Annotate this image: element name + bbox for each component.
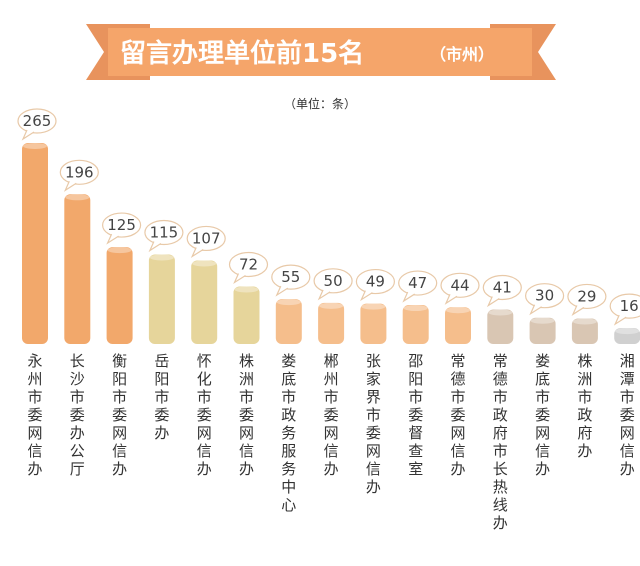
bar-cap-0 — [23, 143, 47, 149]
value-bubble-1 — [59, 159, 99, 185]
value-bubble-14 — [609, 293, 640, 319]
bar-cap-12 — [530, 317, 555, 324]
category-label-6: 娄底市政务服务中心 — [281, 352, 296, 514]
bar-11 — [487, 309, 514, 344]
value-bubble-10 — [440, 272, 480, 298]
category-label-12: 娄底市委网信办 — [535, 352, 550, 478]
value-bubble-9 — [398, 270, 438, 296]
value-bubble-5 — [228, 251, 269, 278]
value-bubble-6 — [271, 264, 311, 290]
category-label-1: 长沙市委办公厅 — [70, 352, 85, 478]
value-label-13: 29 — [577, 287, 596, 305]
value-bubble-3 — [144, 219, 184, 246]
value-label-11: 41 — [493, 279, 512, 297]
value-bubble-tail-10 — [444, 294, 458, 305]
value-bubble-8 — [355, 268, 395, 295]
value-bubble-12 — [524, 283, 565, 309]
bar-cap-5 — [234, 286, 259, 293]
value-bubble-tail-0 — [21, 129, 35, 141]
value-label-9: 47 — [408, 274, 427, 292]
bar-cap-9 — [403, 305, 428, 312]
value-bubble-tail-1 — [63, 181, 77, 192]
value-bubble-tail-14 — [613, 314, 627, 326]
value-bubble-11 — [482, 274, 522, 301]
bar-cap-10 — [446, 307, 470, 314]
value-bubble-tail-11 — [486, 296, 500, 308]
value-bubble-4 — [186, 225, 226, 252]
category-label-4: 怀化市委网信办 — [197, 352, 212, 478]
banner-background — [108, 28, 532, 76]
chart-title: 留言办理单位前15名 — [120, 38, 364, 69]
bar-7 — [318, 302, 345, 344]
value-label-12: 30 — [535, 287, 554, 305]
bar-cap-1 — [65, 194, 90, 201]
category-label-11: 常德市政府市长热线办 — [493, 352, 508, 532]
value-bubble-2 — [101, 212, 142, 238]
title-banner: 留言办理单位前15名 （市州） — [86, 24, 556, 80]
category-label-3: 岳阳市委办 — [154, 352, 169, 442]
category-label-5: 株洲市委网信办 — [239, 352, 254, 478]
value-bubble-tail-5 — [233, 273, 246, 285]
bar-10 — [445, 307, 471, 344]
bar-cap-2 — [107, 247, 132, 254]
value-label-3: 115 — [150, 224, 179, 242]
bar-12 — [529, 317, 556, 344]
value-bubble-tail-6 — [275, 285, 289, 297]
value-label-4: 107 — [192, 229, 221, 247]
category-label-13: 株洲市政府办 — [577, 352, 592, 460]
value-bubble-tail-12 — [529, 304, 542, 316]
chart-subtitle: （市州） — [430, 45, 494, 64]
value-label-6: 55 — [281, 268, 300, 286]
value-label-0: 265 — [23, 112, 52, 130]
value-bubble-tail-9 — [402, 291, 416, 303]
bar-8 — [360, 303, 387, 344]
value-bubble-tail-8 — [360, 290, 373, 302]
value-bubble-tail-7 — [317, 289, 331, 301]
bar-14 — [614, 328, 640, 344]
category-label-14: 湘潭市委网信办 — [620, 352, 635, 478]
category-label-10: 常德市委网信办 — [450, 352, 465, 478]
bars-group: 265 永州市委网信办 196 长沙市委办公厅 125 衡阳市委网信办 115 岳阳市委办 10… — [17, 108, 640, 532]
bar-cap-3 — [149, 254, 174, 261]
bar-2 — [106, 247, 133, 344]
value-label-1: 196 — [65, 163, 94, 181]
value-bubble-13 — [567, 283, 607, 310]
value-bubble-7 — [313, 268, 353, 294]
category-label-9: 邵阳市委督查室 — [408, 352, 423, 478]
value-bubble-tail-13 — [571, 305, 585, 317]
category-label-7: 郴州市委网信办 — [324, 352, 339, 478]
bar-0 — [22, 143, 48, 344]
category-label-2: 衡阳市委网信办 — [112, 352, 127, 478]
bar-cap-7 — [319, 302, 344, 309]
value-label-5: 72 — [239, 255, 258, 273]
bar-cap-6 — [276, 299, 301, 306]
value-label-14: 16 — [620, 297, 639, 315]
value-bubble-tail-4 — [190, 247, 204, 259]
bar-3 — [148, 254, 175, 344]
bar-cap-4 — [192, 260, 217, 267]
bar-cap-13 — [572, 318, 597, 325]
value-label-2: 125 — [107, 216, 136, 234]
category-label-0: 永州市委网信办 — [27, 352, 42, 478]
bar-cap-8 — [361, 303, 386, 310]
value-label-8: 49 — [366, 273, 385, 291]
bar-cap-11 — [488, 309, 513, 316]
value-bubble-tail-3 — [148, 241, 162, 253]
value-bubble-0 — [17, 108, 57, 134]
value-label-10: 44 — [450, 276, 469, 294]
bar-9 — [402, 305, 429, 344]
category-label-8: 张家界市委网信办 — [366, 352, 381, 496]
bar-cap-14 — [615, 328, 640, 335]
value-label-7: 50 — [324, 272, 343, 290]
bar-6 — [275, 299, 302, 344]
bar-4 — [191, 260, 218, 344]
bar-5 — [233, 286, 260, 344]
value-bubble-tail-2 — [106, 233, 119, 245]
bar-13 — [571, 318, 598, 344]
unit-label: （单位：条） — [284, 96, 356, 111]
bar-1 — [64, 194, 91, 344]
